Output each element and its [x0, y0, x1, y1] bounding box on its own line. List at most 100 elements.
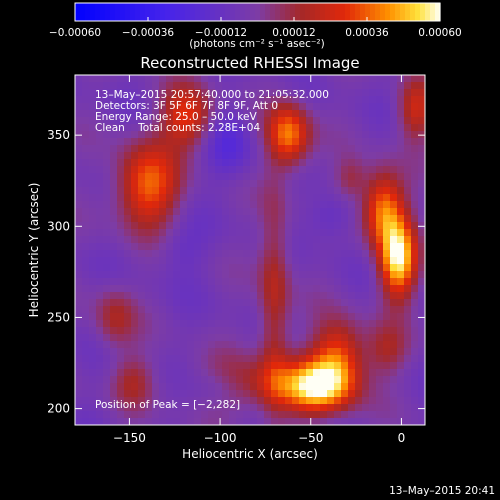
colorbar-cell [155, 3, 161, 21]
heatmap-cell [264, 404, 272, 412]
heatmap-cell [285, 96, 293, 104]
heatmap-cell [320, 264, 328, 272]
heatmap-cell [397, 194, 405, 202]
heatmap-cell [110, 369, 118, 377]
heatmap-cell [124, 264, 132, 272]
heatmap-cell [348, 110, 356, 118]
heatmap-cell [369, 278, 377, 286]
heatmap-cell [110, 236, 118, 244]
heatmap-cell [138, 96, 146, 104]
heatmap-cell [124, 404, 132, 412]
heatmap-cell [75, 89, 83, 97]
heatmap-cell [348, 194, 356, 202]
heatmap-cell [194, 243, 202, 251]
heatmap-cell [369, 257, 377, 265]
heatmap-cell [180, 215, 188, 223]
heatmap-cell [159, 362, 167, 370]
heatmap-cell [159, 278, 167, 286]
heatmap-cell [110, 215, 118, 223]
heatmap-cell [397, 355, 405, 363]
heatmap-cell [271, 201, 279, 209]
heatmap-cell [397, 89, 405, 97]
heatmap-cell [180, 264, 188, 272]
heatmap-cell [180, 418, 188, 426]
heatmap-cell [124, 327, 132, 335]
heatmap-cell [208, 145, 216, 153]
heatmap-cell [180, 397, 188, 405]
heatmap-cell [243, 320, 251, 328]
heatmap-cell [320, 369, 328, 377]
heatmap-cell [180, 96, 188, 104]
heatmap-cell [173, 89, 181, 97]
heatmap-cell [166, 418, 174, 426]
heatmap-cell [201, 96, 209, 104]
colorbar-cell [235, 3, 241, 21]
heatmap-cell [327, 75, 335, 83]
heatmap-cell [348, 229, 356, 237]
heatmap-cell [138, 299, 146, 307]
heatmap-cell [271, 138, 279, 146]
heatmap-cell [166, 236, 174, 244]
colorbar-cell [410, 3, 416, 21]
heatmap-cell [369, 397, 377, 405]
heatmap-cell [243, 404, 251, 412]
heatmap-cell [96, 124, 104, 132]
heatmap-cell [82, 131, 90, 139]
heatmap-cell [264, 271, 272, 279]
heatmap-cell [376, 390, 384, 398]
heatmap-cell [208, 173, 216, 181]
heatmap-cell [383, 404, 391, 412]
heatmap-cell [159, 89, 167, 97]
heatmap-cell [110, 278, 118, 286]
heatmap-cell [236, 208, 244, 216]
heatmap-cell [243, 75, 251, 83]
heatmap-cell [306, 306, 314, 314]
heatmap-cell [117, 306, 125, 314]
heatmap-cell [376, 411, 384, 419]
heatmap-cell [299, 152, 307, 160]
heatmap-cell [376, 376, 384, 384]
heatmap-cell [229, 306, 237, 314]
heatmap-cell [285, 236, 293, 244]
heatmap-cell [201, 320, 209, 328]
heatmap-cell [383, 110, 391, 118]
heatmap-cell [215, 299, 223, 307]
heatmap-cell [376, 369, 384, 377]
heatmap-cell [278, 89, 286, 97]
heatmap-cell [222, 285, 230, 293]
heatmap-cell [320, 173, 328, 181]
colorbar-gradient [75, 3, 441, 21]
heatmap-cell [299, 145, 307, 153]
heatmap-cell [299, 96, 307, 104]
heatmap-cell [313, 327, 321, 335]
heatmap-cell [201, 355, 209, 363]
heatmap-cell [194, 334, 202, 342]
heatmap-cell [89, 131, 97, 139]
colorbar-cell [370, 3, 376, 21]
heatmap-cell [229, 166, 237, 174]
heatmap-cell [166, 285, 174, 293]
heatmap-cell [222, 271, 230, 279]
heatmap-cell [341, 103, 349, 111]
heatmap-cell [145, 131, 153, 139]
colorbar-cell [180, 3, 186, 21]
heatmap-cell [320, 292, 328, 300]
heatmap-cell [397, 362, 405, 370]
heatmap-cell [257, 418, 265, 426]
heatmap-cell [103, 222, 111, 230]
heatmap-cell [355, 278, 363, 286]
plot-frame [74, 74, 426, 426]
heatmap-cell [257, 348, 265, 356]
heatmap-cell [222, 376, 230, 384]
heatmap-cell [124, 82, 132, 90]
heatmap-cell [236, 222, 244, 230]
heatmap-cell [110, 376, 118, 384]
heatmap-cell [397, 327, 405, 335]
heatmap-cell [362, 173, 370, 181]
heatmap-cell [313, 341, 321, 349]
heatmap-cell [369, 131, 377, 139]
heatmap-cell [243, 215, 251, 223]
heatmap-cell [390, 334, 398, 342]
heatmap-cell [257, 173, 265, 181]
